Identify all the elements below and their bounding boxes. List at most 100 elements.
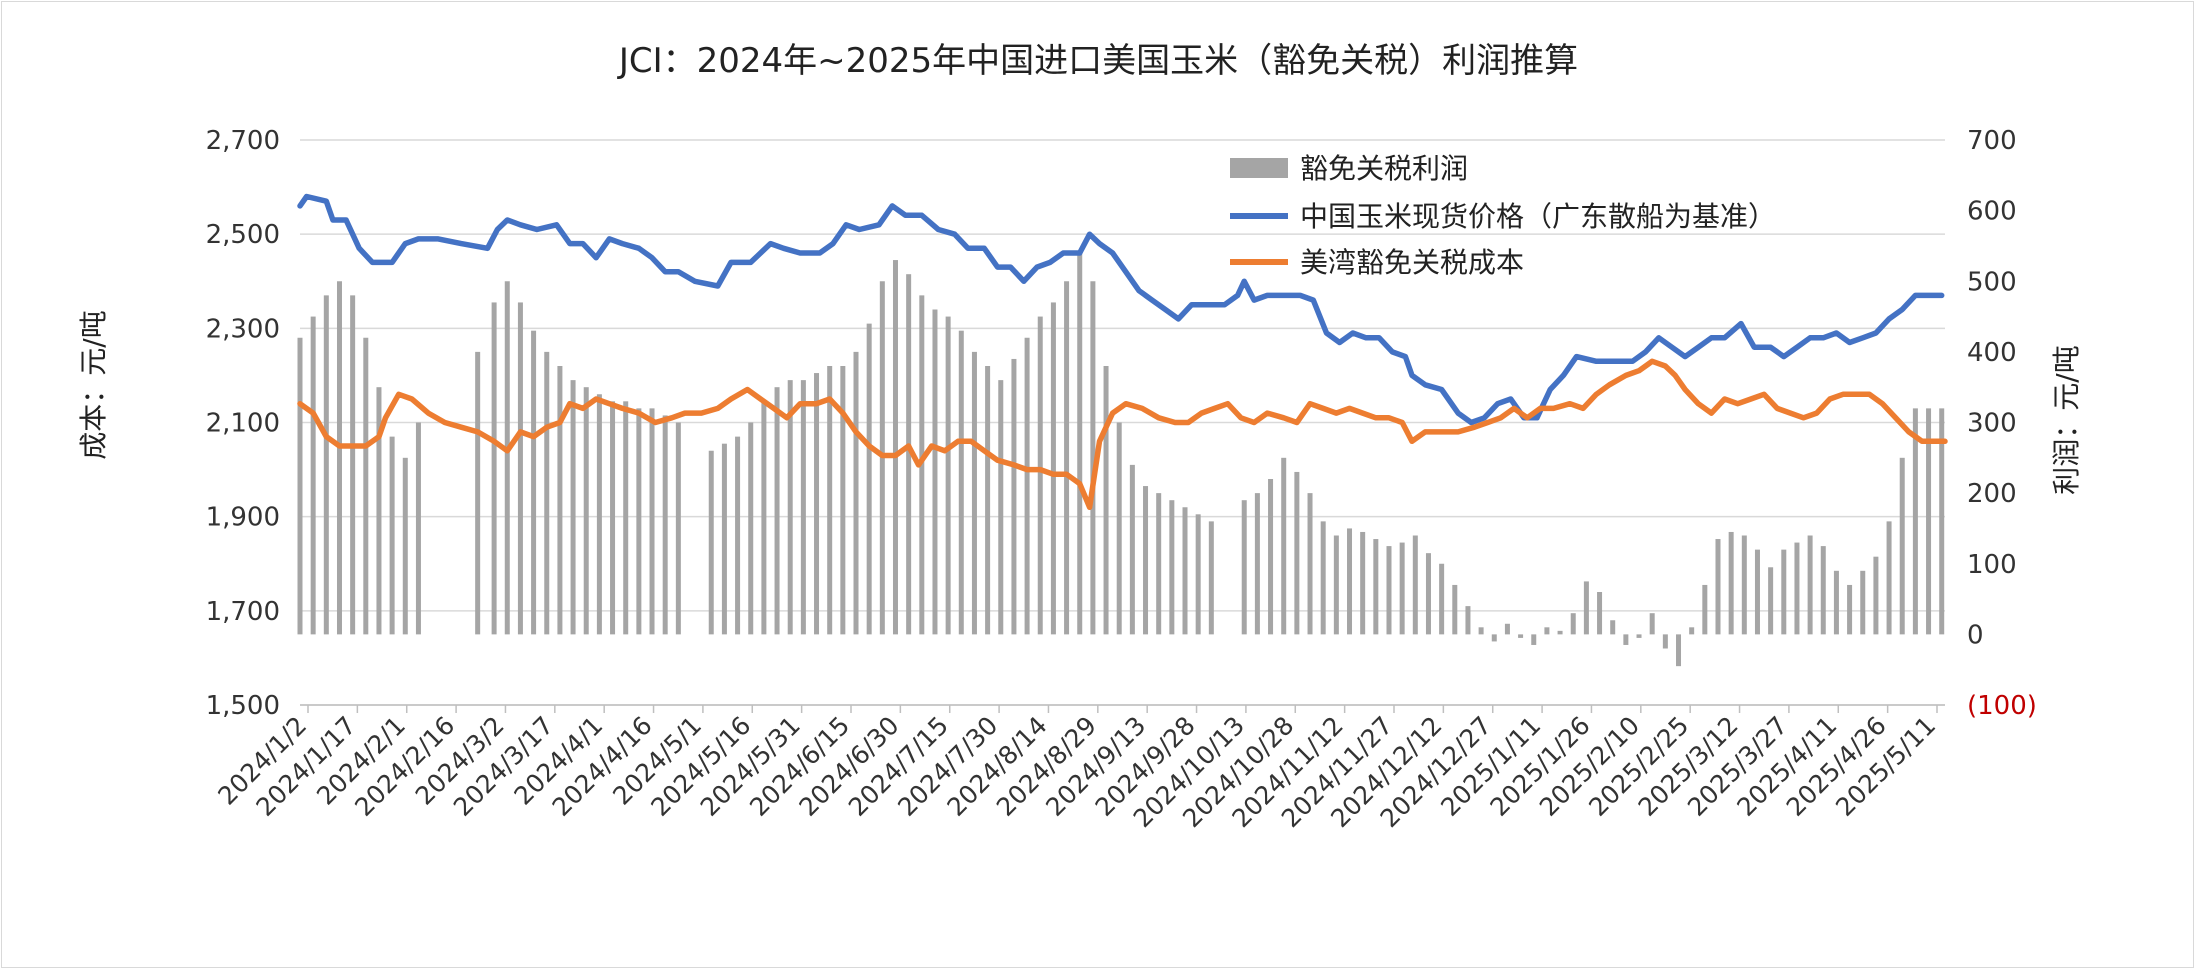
profit-bar xyxy=(649,408,655,635)
profit-bar xyxy=(1939,408,1945,635)
profit-bar xyxy=(1676,634,1682,667)
profit-bar xyxy=(1103,366,1109,635)
profit-bar xyxy=(1518,634,1524,638)
profit-bar xyxy=(350,295,356,635)
profit-bar xyxy=(1011,358,1017,635)
profit-bar xyxy=(1531,634,1537,645)
profit-bar xyxy=(389,436,395,635)
profit-bar xyxy=(1926,408,1932,635)
profit-bar xyxy=(1182,507,1188,635)
profit-bar xyxy=(323,295,329,635)
profit-bar xyxy=(1439,563,1445,635)
profit-bar xyxy=(1360,531,1366,635)
profit-bar xyxy=(675,422,681,635)
profit-bar xyxy=(1794,542,1800,635)
profit-bar xyxy=(1768,567,1774,635)
profit-bar xyxy=(1333,535,1339,635)
profit-bar xyxy=(800,380,806,635)
y-right-tick-label: 100 xyxy=(1967,550,2017,580)
profit-bar xyxy=(1294,471,1300,635)
profit-bar xyxy=(544,351,550,635)
y-right-tick-label: 500 xyxy=(1967,267,2017,297)
profit-bar xyxy=(1820,546,1826,635)
profit-bar xyxy=(297,337,303,635)
profit-bar xyxy=(583,387,589,635)
profit-bar xyxy=(932,309,938,635)
profit-bar xyxy=(517,302,523,635)
profit-bar xyxy=(491,302,497,635)
y-right-tick-label: 700 xyxy=(1967,126,2017,156)
profit-bar xyxy=(1715,539,1721,635)
profit-bar xyxy=(1491,634,1497,642)
profit-bar xyxy=(1754,549,1760,635)
legend-label: 豁免关税利润 xyxy=(1300,152,1468,185)
profit-bar xyxy=(853,351,859,635)
profit-bar xyxy=(1649,613,1655,635)
profit-bar xyxy=(1037,316,1043,635)
profit-bar xyxy=(906,274,912,635)
profit-bar xyxy=(1064,281,1070,635)
profit-bar xyxy=(721,443,727,635)
profit-bar xyxy=(1156,493,1162,635)
china-corn-price-line xyxy=(297,193,1945,426)
profit-bar xyxy=(1557,630,1563,635)
profit-bar xyxy=(1452,584,1458,635)
legend-swatch-bar xyxy=(1230,158,1288,178)
profit-bar xyxy=(1050,302,1056,635)
profit-bar xyxy=(310,316,316,635)
y-left-tick-label: 2,100 xyxy=(206,409,280,439)
profit-bar xyxy=(1781,549,1787,635)
y-right-tick-label: 600 xyxy=(1967,197,2017,227)
profit-bar xyxy=(1662,634,1668,649)
profit-bar xyxy=(1689,627,1695,635)
profit-bar xyxy=(1169,500,1175,635)
profit-bar xyxy=(376,387,382,635)
profit-bar xyxy=(748,422,754,635)
profit-bar xyxy=(475,351,481,635)
y-left-tick-label: 2,500 xyxy=(206,220,280,250)
y-right-tick-label: 400 xyxy=(1967,338,2017,368)
profit-bar xyxy=(402,457,408,635)
profit-bar xyxy=(1886,521,1892,635)
profit-bar xyxy=(1320,521,1326,635)
legend-label: 美湾豁免关税成本 xyxy=(1300,246,1524,279)
profit-bar xyxy=(998,380,1004,635)
profit-bar xyxy=(1873,556,1879,635)
y-right-tick-label: (100) xyxy=(1967,691,2037,721)
profit-bar xyxy=(1373,539,1379,635)
y-left-tick-label: 1,500 xyxy=(206,691,280,721)
profit-bar xyxy=(636,408,642,635)
y-right-tick-label: 0 xyxy=(1967,620,1984,650)
chart-title: JCI：2024年~2025年中国进口美国玉米（豁免关税）利润推算 xyxy=(618,41,1579,81)
profit-bar xyxy=(1268,479,1274,635)
profit-bar xyxy=(531,330,537,635)
profit-bar xyxy=(892,260,898,635)
profit-bar xyxy=(971,351,977,635)
y-left-tick-label: 1,700 xyxy=(206,597,280,627)
profit-bar xyxy=(1281,457,1287,635)
profit-bar xyxy=(1807,535,1813,635)
profit-bar xyxy=(610,401,616,635)
profit-bar xyxy=(1241,500,1247,635)
profit-bar xyxy=(985,366,991,635)
profit-bar xyxy=(662,415,668,635)
y-right-tick-label: 200 xyxy=(1967,479,2017,509)
profit-bar xyxy=(1847,584,1853,635)
profit-bar xyxy=(1077,253,1083,635)
profit-bar xyxy=(1860,570,1866,635)
profit-bar xyxy=(504,281,510,635)
profit-bar xyxy=(1912,408,1918,635)
profit-bar xyxy=(1347,528,1353,635)
profit-bar xyxy=(1254,493,1260,635)
profit-bar xyxy=(787,380,793,635)
profit-bar xyxy=(1570,613,1576,635)
profit-bar xyxy=(1583,581,1589,635)
profit-bar xyxy=(1143,486,1149,635)
profit-bar xyxy=(1129,464,1135,635)
bar-series xyxy=(297,253,1945,667)
profit-bar xyxy=(866,323,872,635)
profit-bar xyxy=(1307,493,1313,635)
profit-bar xyxy=(958,330,964,635)
